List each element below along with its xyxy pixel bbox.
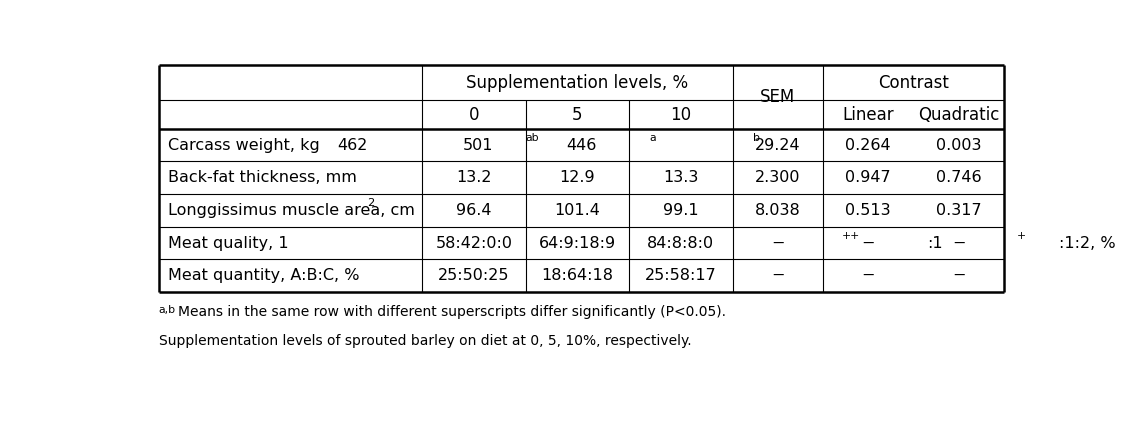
Text: 0.513: 0.513: [845, 203, 892, 218]
Text: 10: 10: [670, 106, 692, 123]
Text: 13.3: 13.3: [663, 170, 698, 185]
Text: Meat quality, 1: Meat quality, 1: [167, 236, 288, 251]
Text: :1: :1: [927, 236, 942, 251]
Text: Linear: Linear: [843, 106, 894, 123]
Text: 501: 501: [462, 138, 493, 152]
Text: 25:58:17: 25:58:17: [645, 268, 716, 283]
Text: ab: ab: [525, 133, 539, 143]
Text: a: a: [650, 133, 657, 143]
Text: 5: 5: [572, 106, 583, 123]
Text: Longgissimus muscle area, cm: Longgissimus muscle area, cm: [167, 203, 415, 218]
Text: +: +: [1017, 231, 1026, 241]
Text: ++: ++: [842, 231, 860, 241]
Text: b: b: [754, 133, 760, 143]
Text: 446: 446: [566, 138, 597, 152]
Text: −: −: [771, 268, 784, 283]
Text: 0.317: 0.317: [936, 203, 982, 218]
Text: −: −: [861, 236, 875, 251]
Text: 0: 0: [469, 106, 479, 123]
Text: −: −: [861, 268, 875, 283]
Text: Meat quantity, A:B:C, %: Meat quantity, A:B:C, %: [167, 268, 359, 283]
Text: Carcass weight, kg: Carcass weight, kg: [167, 138, 320, 152]
Text: :1:2, %: :1:2, %: [1059, 236, 1115, 251]
Text: 0.003: 0.003: [936, 138, 982, 152]
Text: 58:42:0:0: 58:42:0:0: [435, 236, 512, 251]
Text: 13.2: 13.2: [457, 170, 492, 185]
Text: −: −: [771, 236, 784, 251]
Text: 99.1: 99.1: [663, 203, 698, 218]
Text: Quadratic: Quadratic: [918, 106, 999, 123]
Text: −: −: [951, 268, 965, 283]
Text: 12.9: 12.9: [559, 170, 596, 185]
Text: 84:8:8:0: 84:8:8:0: [647, 236, 714, 251]
Text: 462: 462: [338, 138, 368, 152]
Text: SEM: SEM: [760, 88, 796, 106]
Text: Back-fat thickness, mm: Back-fat thickness, mm: [167, 170, 356, 185]
Text: Supplementation levels of sprouted barley on diet at 0, 5, 10%, respectively.: Supplementation levels of sprouted barle…: [158, 334, 692, 348]
Text: Supplementation levels, %: Supplementation levels, %: [467, 74, 688, 92]
Text: 2: 2: [367, 198, 374, 208]
Text: a,b: a,b: [158, 305, 176, 315]
Text: 0.947: 0.947: [845, 170, 892, 185]
Text: −: −: [951, 236, 965, 251]
Text: 96.4: 96.4: [457, 203, 492, 218]
Text: 18:64:18: 18:64:18: [541, 268, 614, 283]
Text: Contrast: Contrast: [878, 74, 949, 92]
Text: 0.264: 0.264: [845, 138, 892, 152]
Text: 2.300: 2.300: [755, 170, 801, 185]
Text: 25:50:25: 25:50:25: [438, 268, 510, 283]
Text: 29.24: 29.24: [755, 138, 801, 152]
Text: Means in the same row with different superscripts differ significantly (P<0.05).: Means in the same row with different sup…: [179, 305, 727, 320]
Text: 64:9:18:9: 64:9:18:9: [539, 236, 616, 251]
Text: 101.4: 101.4: [555, 203, 600, 218]
Text: 8.038: 8.038: [755, 203, 801, 218]
Text: 0.746: 0.746: [936, 170, 982, 185]
